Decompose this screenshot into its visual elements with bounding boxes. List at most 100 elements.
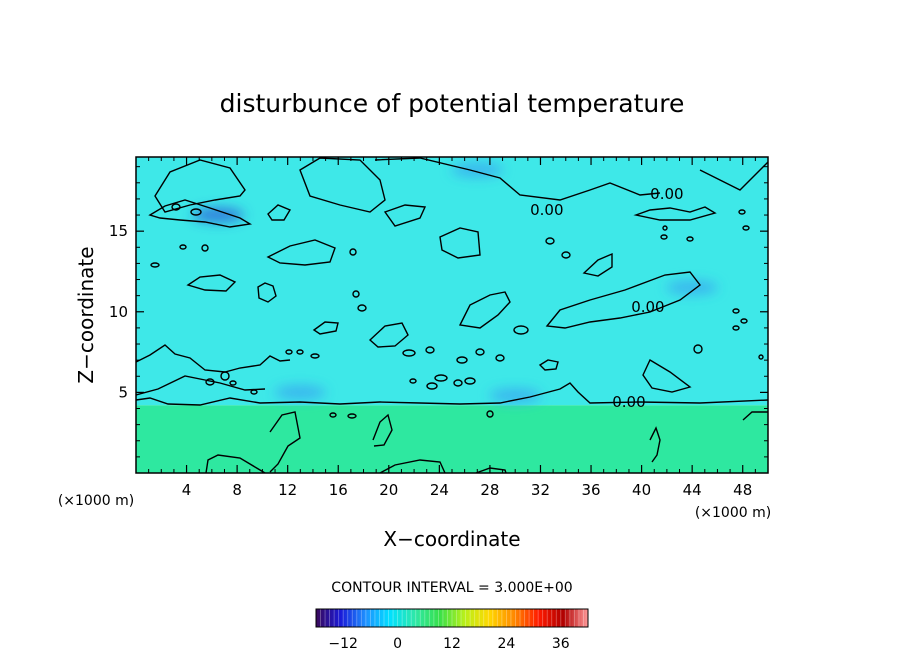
contour-blob (740, 318, 748, 324)
y-tick-label: 10 (109, 303, 128, 321)
contour-blob (545, 237, 555, 245)
colorbar (315, 608, 589, 628)
contour-blob (456, 356, 468, 364)
contour-blob (296, 349, 304, 355)
contour-line (439, 227, 481, 259)
cold-spot (489, 388, 542, 403)
contour-blob (171, 203, 181, 211)
contour-blob (758, 354, 764, 360)
contour-blob (475, 348, 485, 356)
x-tick-label: 32 (531, 481, 550, 499)
contour-blob (352, 290, 360, 298)
y-tick-label: 5 (118, 383, 128, 401)
y-axis-label: Z−coordinate (74, 246, 98, 383)
contour-blob (686, 236, 694, 242)
colorbar-tick-label: 36 (552, 636, 570, 652)
contour-blob (205, 378, 215, 386)
contour-blob (201, 244, 209, 252)
contour-blob (150, 262, 160, 268)
x-axis-label: X−coordinate (383, 527, 520, 551)
colorbar-fill (316, 609, 588, 627)
colorbar-tick-label: 0 (393, 636, 402, 652)
contour-blob (310, 353, 320, 359)
x-tick-label: 16 (329, 481, 348, 499)
contour-label: 0.00 (631, 298, 664, 316)
x-tick-label: 48 (733, 481, 752, 499)
contour-blob (738, 209, 746, 215)
colorbar-tick-label: 24 (497, 636, 515, 652)
contour-line (205, 454, 266, 473)
x-tick-label: 20 (379, 481, 398, 499)
contour-line (538, 359, 559, 371)
x-unit-right: (×1000 m) (695, 505, 771, 521)
colorbar-tick-label: −12 (328, 636, 358, 652)
contour-blob (357, 304, 367, 312)
contour-line (649, 426, 661, 463)
contour-blob (486, 410, 494, 418)
contour-line (742, 411, 768, 421)
contour-label: 0.00 (612, 393, 645, 411)
contour-line (267, 204, 292, 221)
y-tick-label: 15 (109, 222, 128, 240)
x-tick-label: 12 (278, 481, 297, 499)
cold-spot (666, 280, 719, 295)
x-tick-label: 28 (480, 481, 499, 499)
contour-blob (453, 379, 463, 387)
colorbar-frame (315, 608, 589, 628)
x-tick-label: 40 (632, 481, 651, 499)
contour-blob (329, 412, 337, 418)
contour-line (374, 157, 661, 201)
contour-line (266, 239, 336, 266)
colorbar-ticks: −12 0 12 24 36 (328, 636, 569, 652)
contour-blob (513, 325, 529, 335)
x-unit-left: (×1000 m) (58, 493, 134, 509)
contour-blob (426, 382, 438, 390)
contour-blob (732, 325, 740, 331)
contour-interval-text: CONTOUR INTERVAL = 3.000E+00 (331, 580, 572, 596)
contour-label: 0.00 (650, 185, 683, 203)
contour-label: 0.00 (530, 201, 563, 219)
cold-spot (274, 385, 327, 400)
contour-blob (434, 374, 448, 382)
contour-labels: 0.00 0.00 0.00 0.00 (530, 185, 683, 411)
contour-blob (425, 346, 435, 354)
contour-blob (732, 308, 740, 314)
upper-layer-field (136, 157, 768, 406)
contour-blob (409, 378, 417, 384)
contour-blob (229, 380, 237, 386)
contour-blob (179, 244, 187, 250)
contour-line (299, 157, 386, 213)
contour-blob (402, 349, 416, 357)
x-tick-label: 8 (232, 481, 242, 499)
cold-spot (451, 162, 504, 177)
contour-blob (250, 389, 258, 395)
x-tick-label: 36 (581, 481, 600, 499)
contour-line (186, 274, 237, 292)
contour-line (545, 271, 701, 329)
contour-blob (561, 251, 571, 259)
x-tick-label: 4 (182, 481, 192, 499)
x-tick-label: 44 (683, 481, 702, 499)
contour-line (136, 344, 291, 373)
x-tick-label: 24 (430, 481, 449, 499)
contour-blob (347, 413, 357, 419)
contour-line (148, 199, 253, 228)
contour-blob (742, 225, 750, 231)
chart-title: disturbunce of potential temperature (220, 89, 685, 118)
contour-blob (660, 234, 668, 240)
contour-lines (136, 157, 768, 473)
contour-blob (349, 248, 357, 256)
contour-line (699, 161, 768, 191)
contour-blob (285, 349, 293, 355)
contour-line (383, 204, 427, 227)
contour-line (379, 459, 446, 473)
contour-blob (495, 354, 505, 362)
cold-spot (192, 208, 245, 223)
contour-line (312, 321, 339, 335)
contour-line (372, 413, 393, 447)
contour-blob (464, 377, 476, 385)
contour-line (136, 382, 768, 406)
contour-line (642, 359, 692, 393)
contour-line (154, 159, 246, 213)
